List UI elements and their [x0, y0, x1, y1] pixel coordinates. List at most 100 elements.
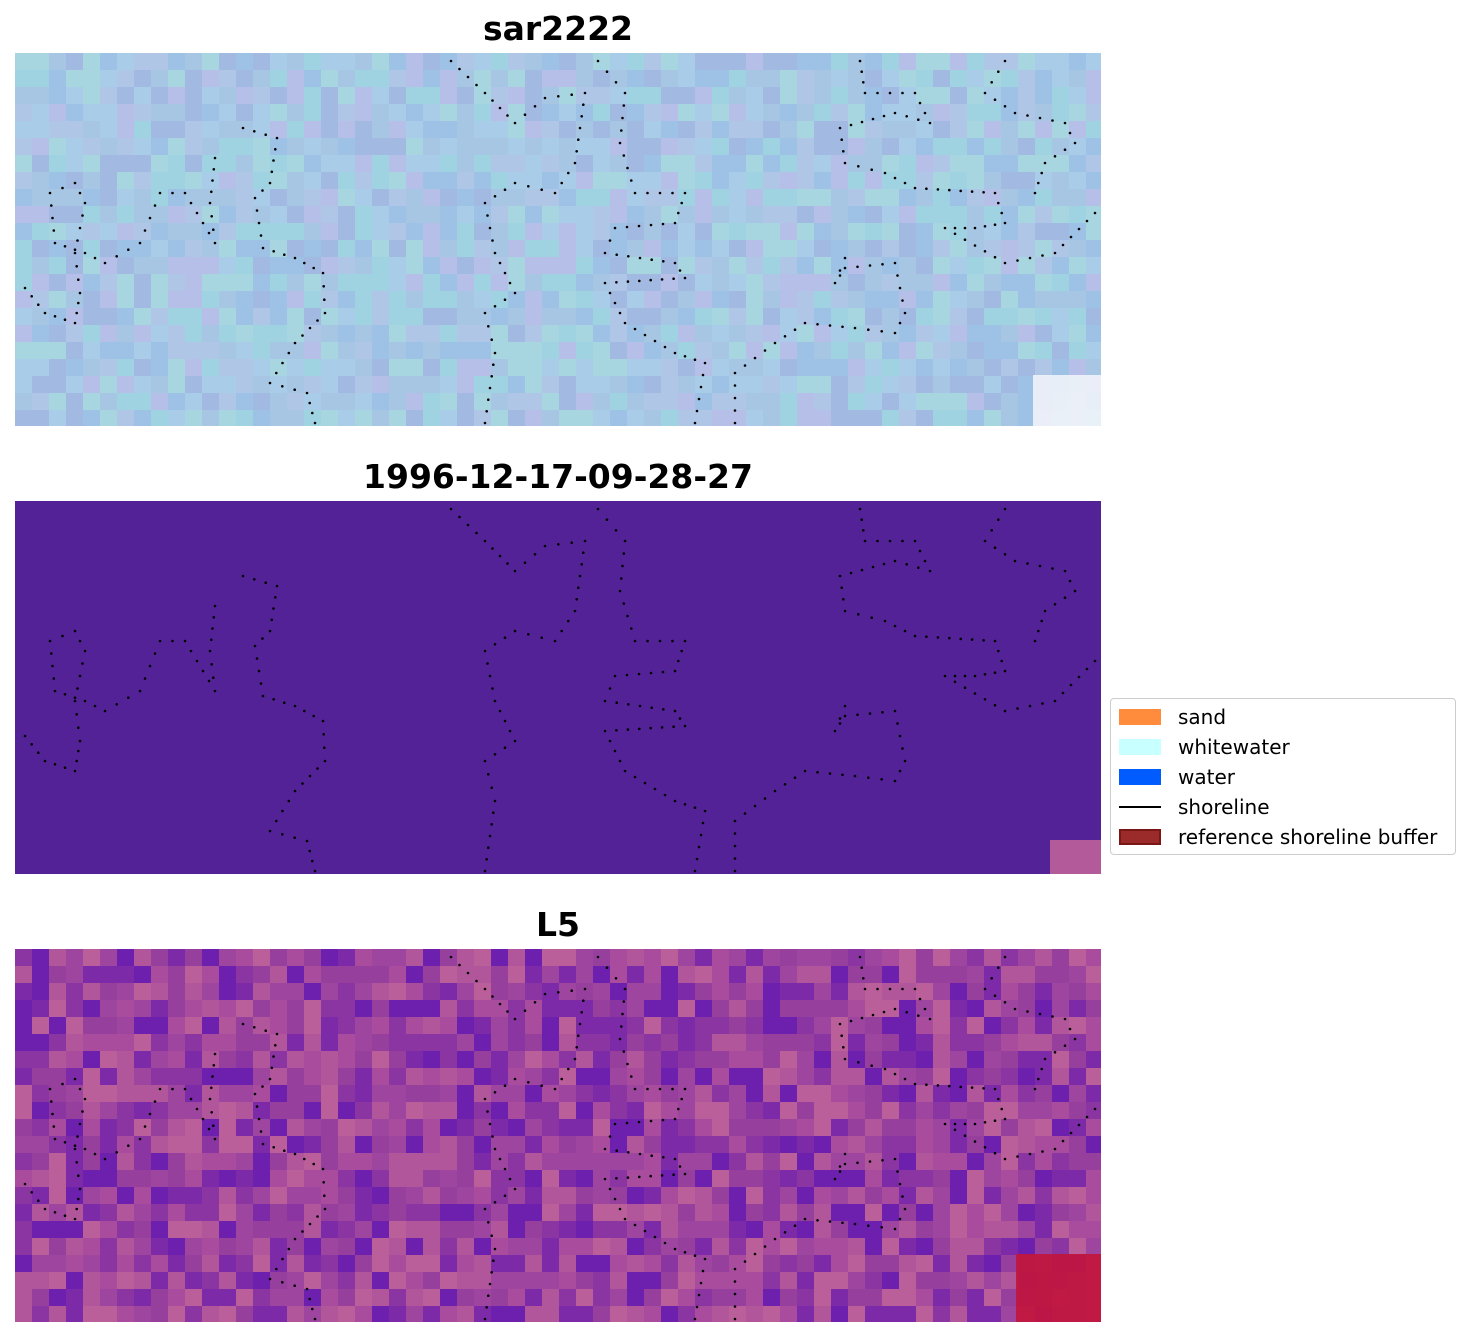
image-pixel	[1086, 206, 1101, 224]
shoreline-dot	[973, 674, 977, 678]
image-pixel	[406, 1238, 424, 1256]
image-pixel	[848, 1136, 866, 1154]
image-pixel	[440, 376, 458, 394]
image-pixel	[321, 1017, 339, 1035]
shoreline-dot	[75, 311, 78, 315]
shoreline-dot	[458, 515, 461, 519]
image-pixel	[1069, 342, 1087, 360]
image-pixel	[678, 824, 696, 842]
image-pixel	[712, 569, 730, 587]
image-pixel	[984, 1187, 1002, 1205]
image-pixel	[627, 240, 645, 258]
shoreline-dot	[253, 196, 257, 200]
image-pixel	[236, 535, 254, 553]
image-pixel	[32, 104, 50, 122]
image-pixel	[950, 104, 968, 122]
image-pixel	[661, 1034, 679, 1052]
image-pixel	[389, 620, 407, 638]
image-pixel	[219, 1102, 237, 1120]
shoreline-dot	[158, 191, 162, 195]
shoreline-dot	[673, 221, 677, 225]
image-pixel	[678, 739, 696, 757]
image-pixel	[491, 155, 509, 173]
image-pixel	[32, 1204, 50, 1222]
image-pixel	[151, 121, 169, 139]
image-pixel	[287, 983, 305, 1001]
satellite-image-l5	[15, 949, 1101, 1322]
shoreline-dot	[508, 1177, 512, 1181]
image-pixel	[185, 1017, 203, 1035]
image-pixel	[253, 1085, 271, 1103]
image-pixel	[32, 949, 50, 967]
image-pixel	[66, 308, 84, 326]
shoreline-dot	[918, 549, 922, 553]
image-pixel	[661, 586, 679, 604]
shoreline-dot	[37, 303, 40, 306]
shoreline-dot	[882, 114, 886, 118]
image-pixel	[627, 1000, 645, 1018]
image-pixel	[1018, 1051, 1036, 1069]
image-pixel	[610, 189, 628, 207]
image-pixel	[1086, 807, 1101, 825]
image-pixel	[1069, 1238, 1087, 1256]
shoreline-dot	[557, 95, 560, 98]
image-pixel	[559, 688, 577, 706]
image-pixel	[525, 1119, 543, 1137]
image-pixel	[185, 172, 203, 190]
image-pixel	[185, 87, 203, 105]
image-pixel	[661, 1255, 679, 1273]
shoreline-dot	[650, 706, 653, 709]
image-pixel	[848, 773, 866, 791]
shoreline-dot	[449, 507, 453, 511]
image-pixel	[474, 688, 492, 706]
image-pixel	[32, 1153, 50, 1171]
image-pixel	[882, 1085, 900, 1103]
image-pixel	[542, 1204, 560, 1222]
shoreline-dot	[503, 1194, 507, 1197]
image-pixel	[746, 138, 764, 156]
image-pixel	[355, 569, 373, 587]
shoreline-dot	[483, 869, 487, 873]
image-pixel	[542, 654, 560, 672]
image-pixel	[1086, 739, 1101, 757]
image-pixel	[593, 518, 611, 536]
image-pixel	[644, 1102, 662, 1120]
image-pixel	[1069, 654, 1087, 672]
image-pixel	[797, 1136, 815, 1154]
shoreline-dot	[773, 341, 777, 345]
image-pixel	[797, 773, 815, 791]
image-pixel	[831, 620, 849, 638]
image-pixel	[389, 138, 407, 156]
image-pixel	[372, 1051, 390, 1069]
shoreline-dot	[860, 70, 863, 73]
image-pixel	[916, 501, 934, 519]
image-pixel	[100, 739, 118, 757]
image-pixel	[406, 138, 424, 156]
image-pixel	[202, 1289, 220, 1307]
image-pixel	[117, 654, 135, 672]
image-pixel	[1001, 569, 1019, 587]
image-pixel	[219, 53, 237, 71]
image-pixel	[865, 773, 883, 791]
shoreline-dot	[928, 121, 932, 125]
image-pixel	[389, 240, 407, 258]
image-pixel	[253, 1255, 271, 1273]
image-pixel	[712, 1000, 730, 1018]
image-pixel	[593, 223, 611, 241]
image-pixel	[457, 1000, 475, 1018]
image-pixel	[219, 104, 237, 122]
image-pixel	[457, 1255, 475, 1273]
image-pixel	[474, 807, 492, 825]
image-pixel	[457, 705, 475, 723]
image-pixel	[1069, 70, 1087, 88]
image-pixel	[1052, 1238, 1070, 1256]
image-pixel	[1069, 966, 1087, 984]
image-pixel	[695, 966, 713, 984]
image-pixel	[117, 138, 135, 156]
image-pixel	[423, 722, 441, 740]
image-pixel	[899, 1272, 917, 1290]
image-pixel	[270, 359, 288, 377]
image-pixel	[304, 739, 322, 757]
shoreline-dot	[466, 523, 470, 527]
image-pixel	[457, 841, 475, 859]
